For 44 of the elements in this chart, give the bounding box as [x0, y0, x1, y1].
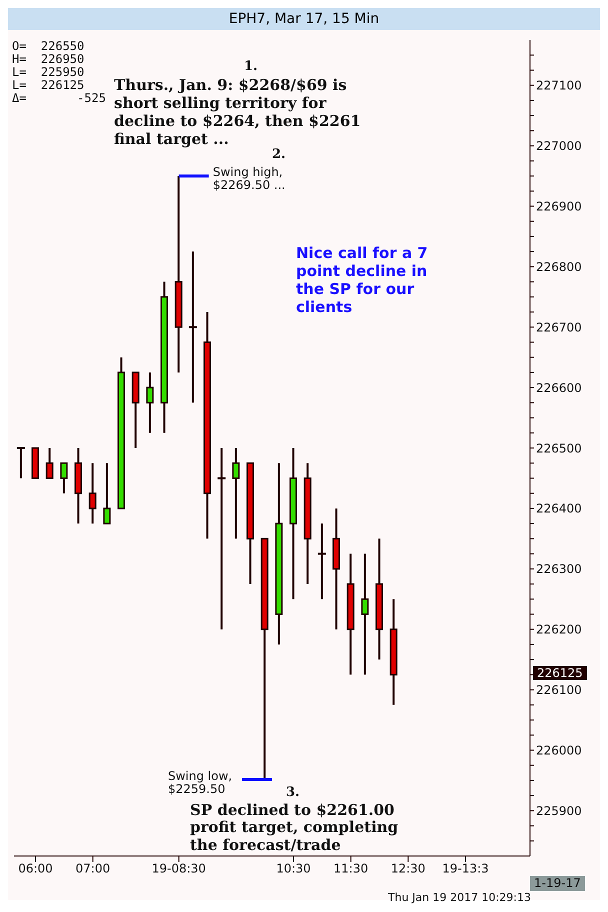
x-tick-label: 11:30: [334, 862, 368, 876]
candlestick: [361, 552, 369, 676]
y-tick-label: 226500: [536, 441, 582, 456]
y-tick-label: 227100: [536, 78, 582, 93]
text: 226125: [533, 666, 587, 680]
y-tick-label: 226100: [536, 683, 582, 698]
y-tick-label: 227000: [536, 139, 582, 154]
x-tick-label: 06:00: [18, 862, 53, 876]
y-tick-label: 226800: [536, 260, 582, 274]
candlestick: [103, 462, 111, 525]
text: Thu Jan 19 2017 10:29:13: [388, 891, 531, 904]
annotation: L= 225950: [12, 65, 84, 80]
y-tick-label: 226000: [536, 743, 582, 758]
annotation: SP declined to $2261.00 profit target, completing the forecast/trade: [190, 801, 400, 854]
x-tick-label: 12:30: [390, 862, 426, 876]
annotation: 2.: [272, 147, 286, 162]
y-tick-label: 226200: [536, 622, 582, 637]
y-tick-label: 226700: [536, 320, 582, 334]
annotation: 3.: [286, 785, 300, 800]
x-tick-label: 19-08:30: [152, 862, 206, 876]
x-tick-label: 07:00: [76, 862, 110, 876]
candlestick: [232, 447, 240, 540]
annotation: Swing high, $2269.50 ...: [212, 165, 286, 192]
text: 1-19-17: [530, 876, 585, 892]
candlestick: [88, 462, 96, 525]
chart-title: EPH7, Mar 17, 15 Min: [8, 8, 600, 30]
y-tick-label: 226600: [536, 380, 582, 395]
annotation: Nice call for a 7 point decline in the SP for our clients: [296, 244, 429, 316]
annotation: Δ= -525: [12, 91, 106, 106]
annotation: Swing low, $2259.50: [168, 769, 234, 796]
annotation: H= 226950: [12, 52, 84, 66]
x-tick-label: 19-13:3: [442, 862, 489, 876]
candlestick: [146, 371, 154, 434]
y-tick-label: 226300: [536, 562, 582, 576]
candlestick: [46, 447, 54, 480]
y-tick-label: 226400: [536, 502, 582, 516]
y-tick-label: 225900: [536, 804, 582, 818]
candlestick: [60, 462, 68, 494]
annotation: Thurs., Jan. 9: $2268/$69 is short selling territory for decline to $2264, then $2261 final target ...: [114, 76, 362, 148]
y-tick-label: 226900: [536, 199, 582, 214]
annotation: L= 226125: [12, 78, 84, 92]
annotation: O= 226550: [12, 39, 84, 54]
annotation: 1.: [244, 59, 258, 74]
x-tick-label: 10:30: [276, 862, 311, 876]
